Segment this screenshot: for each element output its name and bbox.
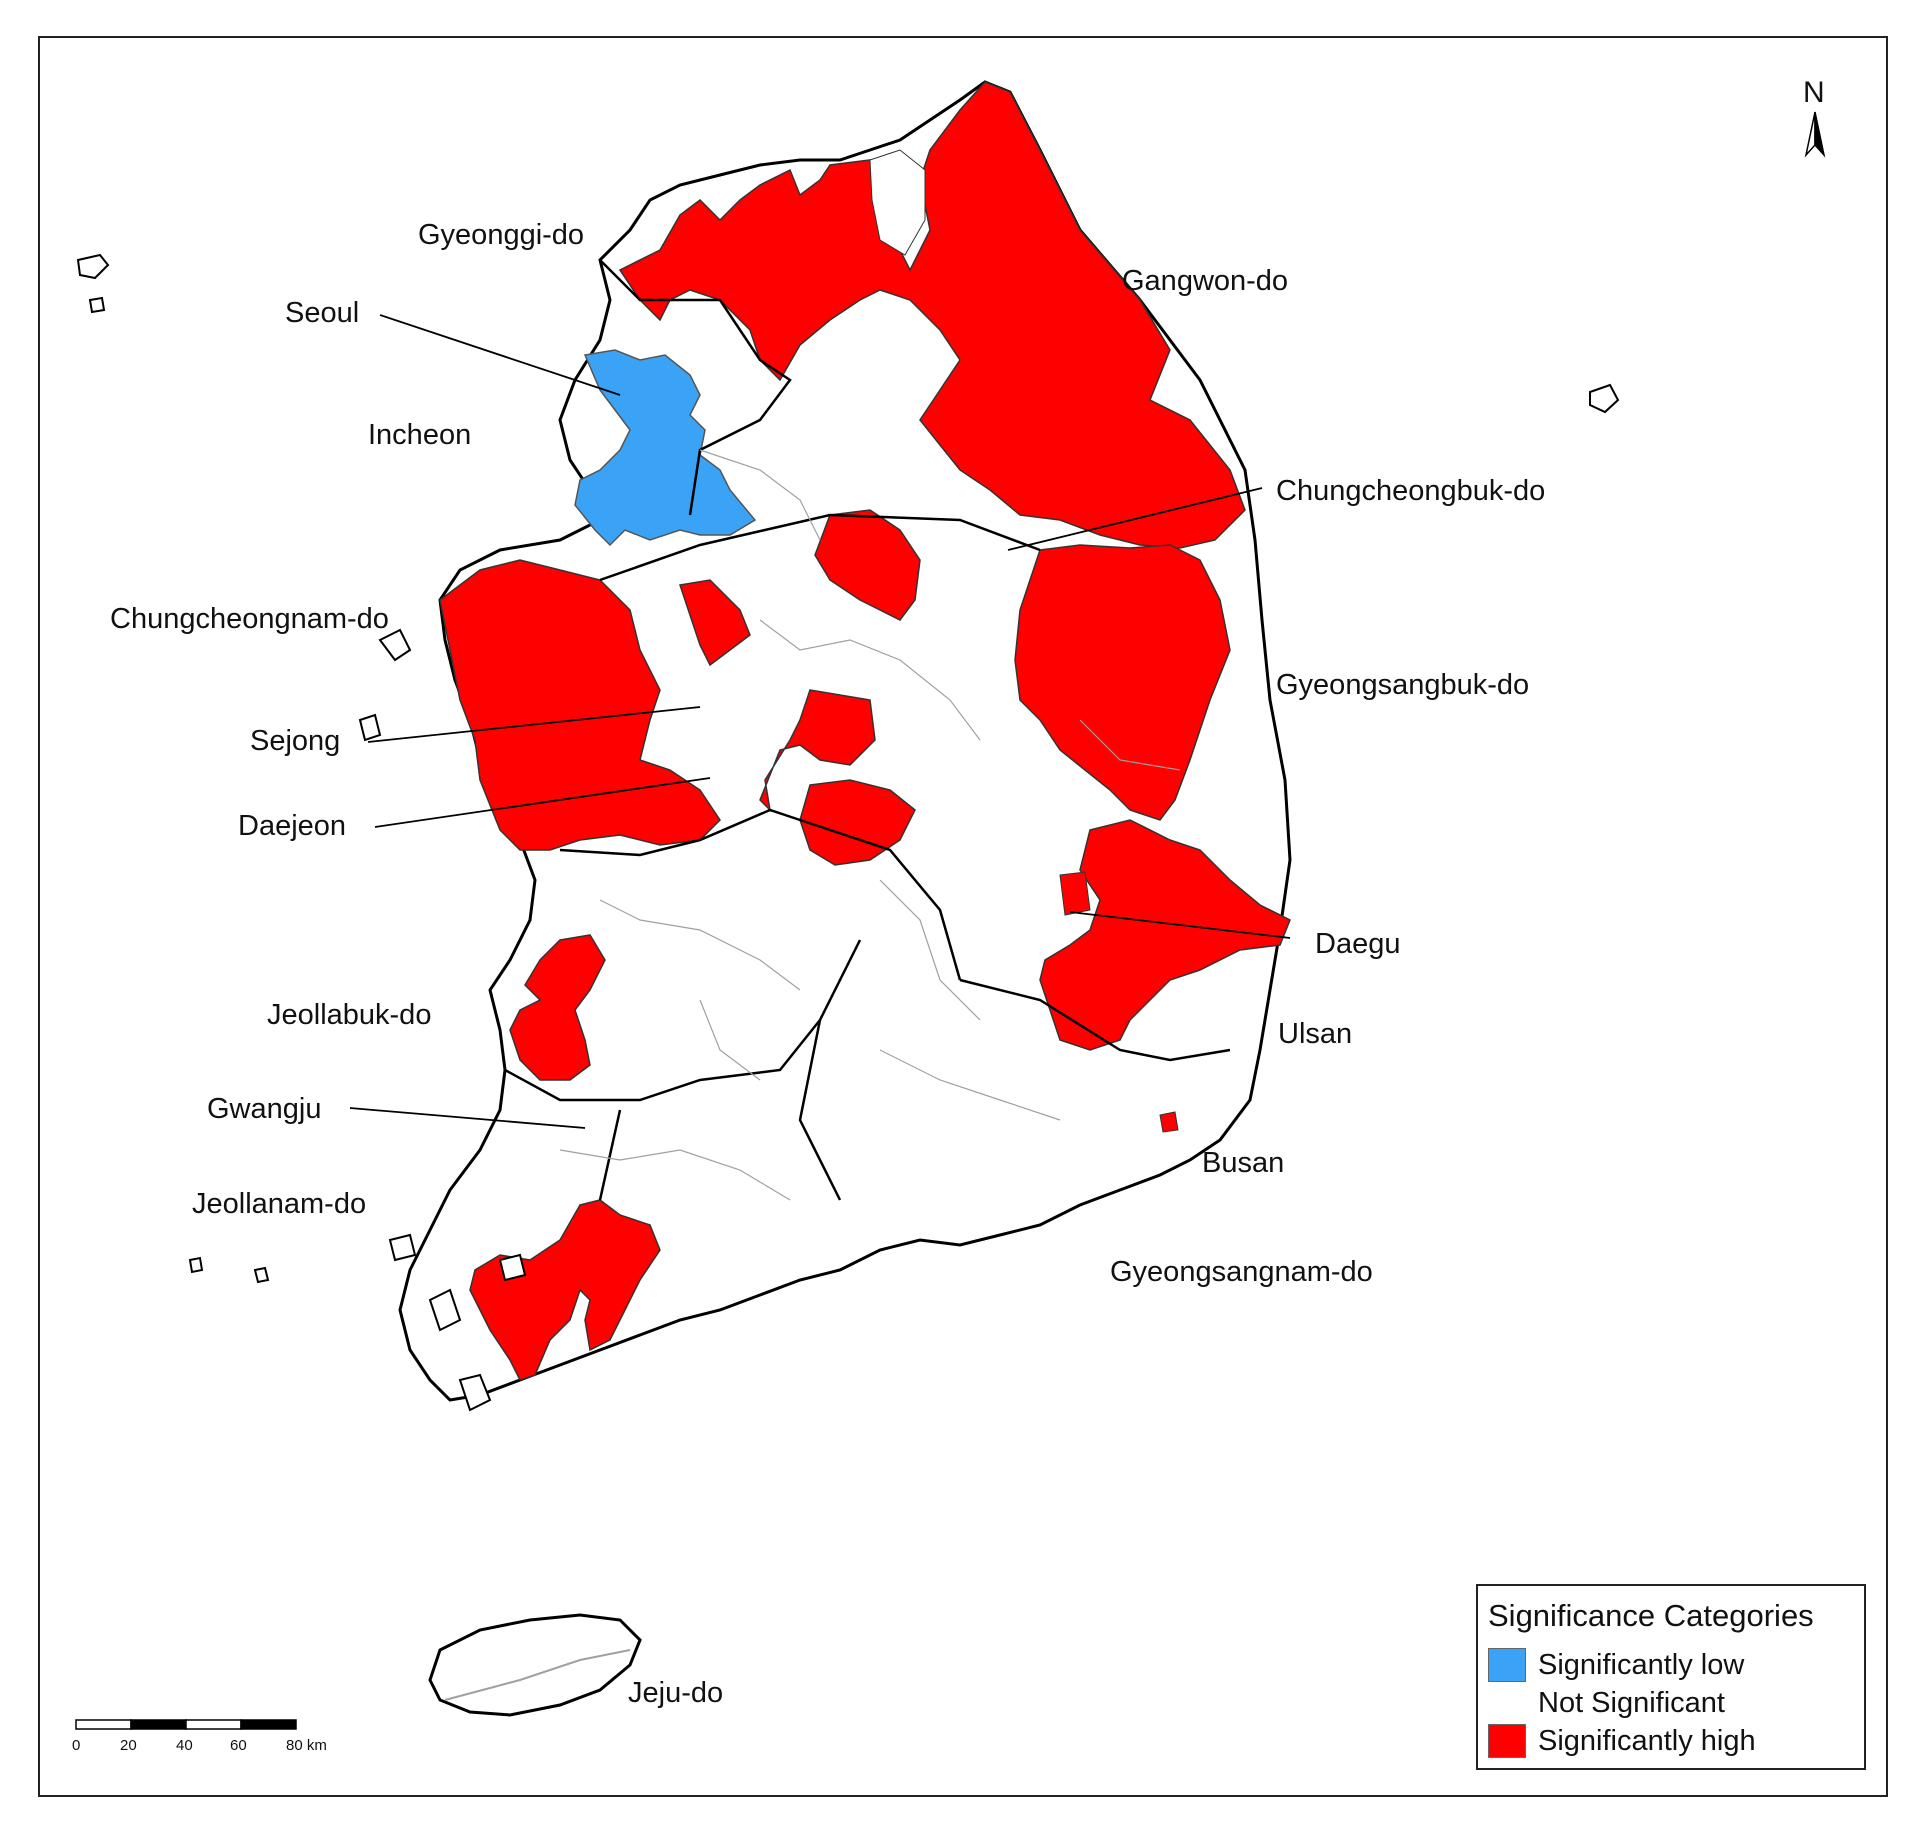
label-jeonnam: Jeollanam-do — [192, 1188, 366, 1220]
label-jeonbuk: Jeollabuk-do — [267, 999, 431, 1031]
province-boundaries — [504, 259, 1231, 1201]
scale-tick-0: 0 — [72, 1737, 80, 1754]
legend-item-high: Significantly high — [1488, 1722, 1854, 1760]
region-gyeongbuk-high — [1014, 544, 1231, 821]
region-chungbuk-high-3 — [799, 779, 916, 866]
region-daegu-small-high — [1059, 871, 1091, 916]
label-incheon: Incheon — [368, 419, 471, 451]
jeju-island — [428, 1613, 642, 1717]
label-gwangju: Gwangju — [207, 1093, 321, 1125]
label-ulsan: Ulsan — [1278, 1018, 1352, 1050]
label-seoul: Seoul — [285, 297, 359, 329]
label-gyeonggi: Gyeonggi-do — [418, 219, 584, 251]
scale-tick-40: 40 — [176, 1737, 193, 1754]
legend-title: Significance Categories — [1488, 1598, 1814, 1633]
legend-label-not-significant: Not Significant — [1538, 1686, 1725, 1719]
legend-label-high: Significantly high — [1538, 1724, 1756, 1757]
islands — [76, 253, 1620, 1412]
legend-label-low: Significantly low — [1538, 1648, 1745, 1681]
region-gangwon-hole — [869, 149, 926, 256]
legend-swatch-high — [1488, 1724, 1526, 1758]
scale-tick-20: 20 — [120, 1737, 137, 1754]
label-gyeongbuk: Gyeongsangbuk-do — [1276, 669, 1529, 701]
label-chungnam: Chungcheongnam-do — [110, 603, 389, 635]
label-gangwon: Gangwon-do — [1122, 265, 1288, 297]
leader-lines — [349, 314, 1291, 1129]
scale-bar: 0 20 40 60 80 km — [72, 1719, 327, 1754]
legend-swatch-low — [1488, 1648, 1526, 1682]
label-sejong: Sejong — [250, 725, 340, 757]
legend-item-not-significant: Not Significant — [1488, 1684, 1854, 1722]
region-jeonnam-high — [469, 1199, 661, 1381]
region-seoul-low — [574, 349, 757, 547]
north-arrow-icon — [1804, 111, 1826, 158]
label-chungbuk: Chungcheongbuk-do — [1276, 475, 1545, 507]
label-daejeon: Daejeon — [238, 810, 346, 842]
region-chungbuk-high-2 — [759, 689, 876, 813]
region-gangwon-high — [618, 81, 1246, 549]
jeju-inner-boundary — [444, 1649, 631, 1701]
legend-item-low: Significantly low — [1488, 1646, 1854, 1684]
region-jeonbuk-high — [509, 934, 606, 1081]
legend-swatch-not-significant — [1488, 1686, 1526, 1720]
legend: Significance Categories Significantly lo… — [1476, 1584, 1866, 1770]
district-boundaries — [559, 449, 1181, 1201]
label-busan: Busan — [1202, 1147, 1284, 1179]
label-gyeongnam: Gyeongsangnam-do — [1110, 1256, 1373, 1288]
region-daegu-east-high — [1039, 819, 1291, 1051]
label-daegu: Daegu — [1315, 928, 1400, 960]
scale-tick-80: 80 km — [286, 1737, 327, 1754]
region-chungbuk-high-1 — [814, 509, 921, 621]
scale-tick-60: 60 — [230, 1737, 247, 1754]
label-jeju: Jeju-do — [628, 1677, 723, 1709]
north-label: N — [1803, 76, 1825, 109]
region-busan-small-high — [1159, 1111, 1179, 1133]
region-chungnam-high-2 — [679, 579, 751, 667]
